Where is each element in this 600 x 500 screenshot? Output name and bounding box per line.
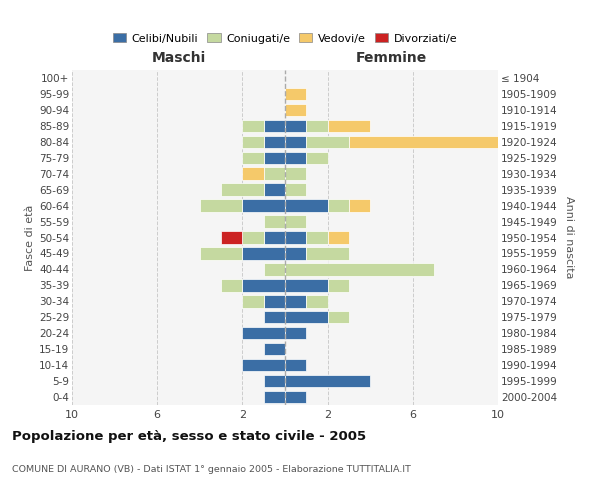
Bar bbox=[242, 152, 264, 164]
Bar bbox=[264, 311, 285, 324]
Bar bbox=[285, 295, 307, 308]
Y-axis label: Anni di nascita: Anni di nascita bbox=[564, 196, 574, 279]
Bar bbox=[285, 88, 307, 100]
Bar bbox=[264, 120, 285, 132]
Bar bbox=[221, 184, 264, 196]
Bar bbox=[264, 263, 285, 276]
Bar bbox=[242, 136, 264, 148]
Bar bbox=[264, 216, 285, 228]
Bar bbox=[221, 279, 242, 291]
Bar bbox=[264, 391, 285, 403]
Text: Popolazione per età, sesso e stato civile - 2005: Popolazione per età, sesso e stato civil… bbox=[12, 430, 366, 443]
Bar bbox=[307, 247, 349, 260]
Bar bbox=[264, 375, 285, 388]
Bar bbox=[285, 232, 307, 243]
Bar bbox=[285, 168, 307, 180]
Bar bbox=[349, 136, 498, 148]
Bar bbox=[242, 327, 285, 340]
Bar bbox=[285, 391, 307, 403]
Bar bbox=[285, 279, 328, 291]
Bar bbox=[200, 247, 242, 260]
Bar bbox=[242, 295, 264, 308]
Text: COMUNE DI AURANO (VB) - Dati ISTAT 1° gennaio 2005 - Elaborazione TUTTITALIA.IT: COMUNE DI AURANO (VB) - Dati ISTAT 1° ge… bbox=[12, 465, 411, 474]
Text: Maschi: Maschi bbox=[151, 51, 206, 65]
Bar bbox=[285, 216, 307, 228]
Legend: Celibi/Nubili, Coniugati/e, Vedovi/e, Divorziati/e: Celibi/Nubili, Coniugati/e, Vedovi/e, Di… bbox=[109, 28, 461, 48]
Bar bbox=[264, 232, 285, 243]
Bar bbox=[307, 232, 328, 243]
Bar bbox=[285, 120, 307, 132]
Bar bbox=[242, 232, 264, 243]
Bar bbox=[264, 295, 285, 308]
Bar bbox=[221, 232, 242, 243]
Bar bbox=[285, 152, 307, 164]
Bar bbox=[285, 375, 370, 388]
Bar bbox=[285, 359, 307, 372]
Bar bbox=[242, 168, 264, 180]
Bar bbox=[328, 120, 370, 132]
Text: Femmine: Femmine bbox=[356, 51, 427, 65]
Bar bbox=[285, 184, 307, 196]
Bar bbox=[328, 200, 349, 212]
Bar bbox=[264, 136, 285, 148]
Bar bbox=[307, 295, 328, 308]
Bar bbox=[285, 200, 328, 212]
Bar bbox=[285, 136, 307, 148]
Bar bbox=[264, 152, 285, 164]
Bar bbox=[307, 136, 349, 148]
Bar bbox=[307, 120, 328, 132]
Bar bbox=[285, 327, 307, 340]
Bar bbox=[349, 200, 370, 212]
Bar bbox=[328, 279, 349, 291]
Bar bbox=[285, 263, 434, 276]
Bar bbox=[242, 247, 285, 260]
Bar bbox=[242, 359, 285, 372]
Bar bbox=[242, 120, 264, 132]
Bar bbox=[285, 247, 307, 260]
Y-axis label: Fasce di età: Fasce di età bbox=[25, 204, 35, 270]
Bar bbox=[264, 343, 285, 355]
Bar bbox=[264, 168, 285, 180]
Bar bbox=[264, 184, 285, 196]
Bar bbox=[285, 104, 307, 116]
Bar bbox=[242, 279, 285, 291]
Bar bbox=[328, 311, 349, 324]
Bar bbox=[328, 232, 349, 243]
Bar bbox=[242, 200, 285, 212]
Bar bbox=[307, 152, 328, 164]
Bar bbox=[200, 200, 242, 212]
Bar bbox=[285, 311, 328, 324]
